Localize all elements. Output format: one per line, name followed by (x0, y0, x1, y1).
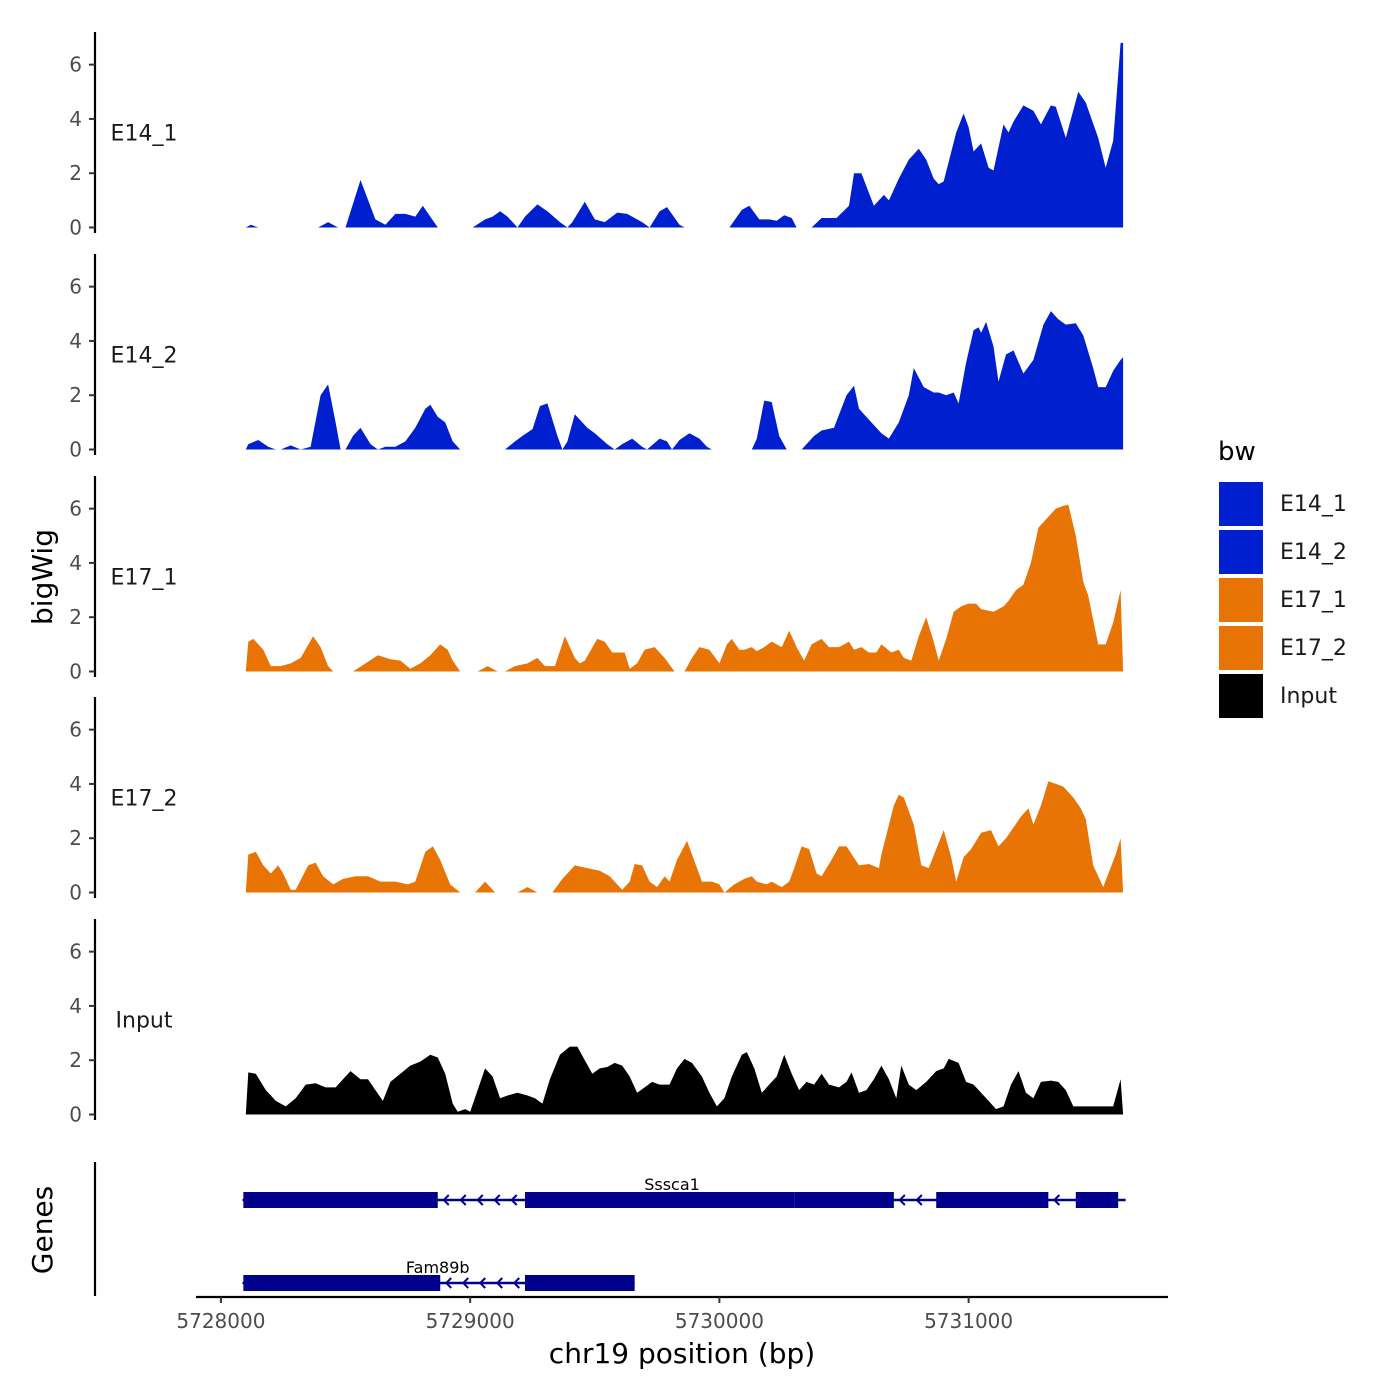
legend: bw E14_1 E14_2 E17_1 E17_2 Input (1217, 437, 1347, 720)
gene-Fam89b: Fam89b (241, 1258, 635, 1291)
strand-arrow (510, 1194, 518, 1206)
exon-block (1075, 1192, 1119, 1208)
strand-arrow (459, 1194, 467, 1206)
y-tick-label: 4 (69, 107, 82, 131)
legend-swatch-E17_1 (1217, 576, 1265, 624)
strand-arrow (444, 1277, 452, 1289)
exon-block (1010, 1192, 1049, 1208)
strand-arrow (898, 1194, 906, 1206)
exon-block (936, 1192, 1011, 1208)
y-tick-label: 6 (69, 275, 82, 299)
y-tick-label: 2 (69, 383, 82, 407)
track-panel-E14_1: 0 2 4 6 E14_1 (69, 32, 1124, 240)
y-tick-label: 6 (69, 718, 82, 742)
y-tick-label: 4 (69, 551, 82, 575)
y-tick-label: 4 (69, 994, 82, 1018)
legend-label-E17_2: E17_2 (1280, 636, 1347, 661)
legend-swatch-Input (1217, 672, 1265, 720)
strand-arrow (512, 1277, 520, 1289)
gene-label: Fam89b (406, 1258, 470, 1277)
y-tick-label: 0 (69, 438, 82, 462)
signal-area-E14_1 (245, 42, 1124, 228)
x-tick-label: 5729000 (426, 1309, 515, 1333)
y-tick-label: 0 (69, 660, 82, 684)
y-tick-label: 2 (69, 161, 82, 185)
signal-area-E17_2 (245, 781, 1124, 893)
y-tick-label: 2 (69, 1048, 82, 1072)
track-label-E17_1: E17_1 (111, 566, 178, 591)
strand-arrow (495, 1277, 503, 1289)
y-tick-label: 6 (69, 940, 82, 964)
track-label-E14_2: E14_2 (111, 344, 178, 369)
signal-area-Input (245, 1046, 1124, 1115)
exon-block (243, 1275, 441, 1291)
track-panels: 0 2 4 6 E14_1 0 2 4 6 E14_2 0 2 4 6 E17_1 0 2 4 6 E17_2 0 2 4 6… (69, 32, 1124, 1127)
y-tick-label: 4 (69, 772, 82, 796)
legend-swatch-E17_2 (1217, 624, 1265, 672)
legend-label-E14_2: E14_2 (1280, 540, 1347, 565)
gene-Sssca1: Sssca1 (241, 1175, 1126, 1208)
legend-swatch-E14_2 (1217, 528, 1265, 576)
gene-label: Sssca1 (644, 1175, 700, 1194)
y-tick-label: 6 (69, 497, 82, 521)
strand-arrow (478, 1277, 486, 1289)
strand-arrow (1052, 1194, 1061, 1206)
legend-label-E14_1: E14_1 (1280, 492, 1347, 517)
x-axis: 5728000 5729000 5730000 5731000 (176, 1295, 1168, 1333)
track-panel-E17_1: 0 2 4 6 E17_1 (69, 476, 1124, 684)
signal-area-E14_2 (245, 311, 1124, 450)
strand-arrow (461, 1277, 469, 1289)
genes-track: Sssca1 Fam89b (93, 1162, 1126, 1296)
signal-area-E17_1 (245, 504, 1124, 672)
strand-arrow (493, 1194, 501, 1206)
strand-arrow (915, 1194, 923, 1206)
x-axis-title: chr19 position (bp) (549, 1337, 815, 1370)
strand-arrow (442, 1194, 450, 1206)
y-tick-label: 2 (69, 826, 82, 850)
y-tick-label: 6 (69, 53, 82, 77)
x-tick-label: 5731000 (924, 1309, 1013, 1333)
track-label-E14_1: E14_1 (111, 122, 178, 147)
y-tick-label: 4 (69, 329, 82, 353)
legend-swatch-E14_1 (1217, 480, 1265, 528)
track-panel-E14_2: 0 2 4 6 E14_2 (69, 254, 1124, 462)
track-label-Input: Input (116, 1009, 173, 1034)
genes-axis-title: Genes (26, 1186, 59, 1274)
y-tick-label: 2 (69, 605, 82, 629)
y-axis-title: bigWig (26, 529, 59, 625)
legend-label-Input: Input (1280, 684, 1337, 709)
track-panel-E17_2: 0 2 4 6 E17_2 (69, 697, 1124, 905)
x-tick-label: 5728000 (176, 1309, 265, 1333)
exon-block (794, 1192, 894, 1208)
y-tick-label: 0 (69, 1103, 82, 1127)
exon-block (243, 1192, 438, 1208)
legend-title: bw (1218, 437, 1256, 467)
track-panel-Input: 0 2 4 6 Input (69, 919, 1124, 1127)
exon-block (524, 1275, 635, 1291)
x-tick-label: 5730000 (675, 1309, 764, 1333)
y-tick-label: 0 (69, 216, 82, 240)
legend-label-E17_1: E17_1 (1280, 588, 1347, 613)
y-tick-label: 0 (69, 881, 82, 905)
strand-arrow (476, 1194, 484, 1206)
exon-block (524, 1192, 795, 1208)
track-label-E17_2: E17_2 (111, 787, 178, 812)
